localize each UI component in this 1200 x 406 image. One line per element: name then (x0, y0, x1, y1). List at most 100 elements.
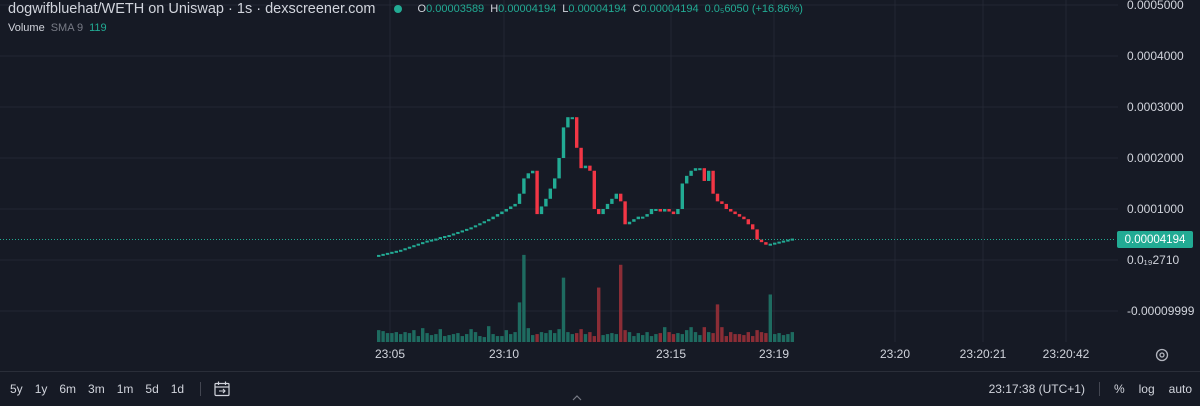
candle (605, 203, 610, 209)
volume-bar (671, 334, 676, 342)
range-6m-button[interactable]: 6m (59, 382, 77, 396)
volume-bar (777, 333, 781, 342)
volume-bar (416, 336, 420, 342)
candle (491, 216, 495, 220)
candle (636, 216, 640, 220)
candle (733, 211, 737, 215)
volume-bar (399, 334, 403, 342)
settings-gear-icon[interactable] (1154, 347, 1170, 363)
candle (544, 198, 548, 207)
volume-bar (605, 334, 610, 342)
volume-bar (790, 332, 794, 342)
volume-bar (460, 336, 464, 342)
y-tick-label: 0.0₁₉2710 (1127, 253, 1180, 267)
candle (746, 219, 750, 225)
open-key: O (417, 3, 427, 15)
candle (513, 203, 517, 207)
volume-bar (570, 334, 574, 342)
volume-bar (394, 332, 398, 342)
candle (473, 225, 478, 228)
candle (509, 206, 513, 209)
volume-bar (579, 329, 583, 342)
volume-bar (663, 327, 667, 342)
volume-bar (720, 327, 724, 342)
change-value: 0.0₅6050 (+16.86%) (704, 3, 803, 15)
candle (407, 246, 412, 249)
volume-bar (487, 326, 491, 342)
close-key: C (632, 3, 641, 15)
volume-bar (469, 329, 473, 342)
volume-bar (403, 332, 407, 342)
range-1y-button[interactable]: 1y (34, 382, 48, 396)
volume-bar (429, 335, 434, 342)
chevron-up-icon[interactable] (572, 394, 582, 402)
ohlc-values: O 0.00003589 H 0.00004194 L 0.00004194 C 0.0… (418, 3, 803, 15)
volume-bar (627, 332, 632, 342)
close-value: 0.00004194 (640, 3, 699, 15)
volume-sma-label: SMA 9 (50, 22, 84, 34)
volume-bar (707, 332, 711, 342)
candle (663, 209, 667, 212)
x-axis: 23:05 23:10 23:15 23:19 23:20 23:20:21 23:20:4… (375, 347, 1090, 361)
candle (742, 216, 746, 220)
chart-title: dogwifbluehat/WETH on Uniswap · 1s · dex… (8, 1, 376, 17)
range-buttons: 5y 1y 6m 3m 1m 5d 1d (4, 382, 190, 396)
candle (579, 147, 583, 169)
candle (632, 219, 636, 222)
volume-bar (443, 336, 447, 342)
volume-bar (412, 330, 416, 342)
percent-toggle[interactable]: % (1113, 382, 1125, 396)
range-5y-button[interactable]: 5y (10, 382, 23, 396)
volume-bar (535, 334, 539, 342)
volume-bar (478, 336, 482, 342)
x-tick-label: 23:20:42 (1043, 347, 1090, 361)
calendar-icon[interactable] (213, 380, 231, 398)
candle (649, 209, 654, 215)
volume-bars (377, 254, 794, 342)
range-5d-button[interactable]: 5d (145, 382, 159, 396)
volume-bar (517, 302, 522, 342)
range-1m-button[interactable]: 1m (116, 382, 134, 396)
candle (627, 221, 632, 225)
range-3m-button[interactable]: 3m (88, 382, 105, 396)
candle (421, 242, 425, 245)
volume-bar (447, 335, 451, 342)
volume-bar (610, 333, 614, 342)
log-toggle[interactable]: log (1138, 382, 1155, 396)
candle (781, 240, 786, 243)
candle (693, 168, 698, 171)
candle (680, 183, 684, 209)
volume-bar (724, 336, 728, 342)
volume-bar (619, 264, 623, 342)
candle (495, 214, 500, 217)
clock-readout[interactable]: 23:17:38 (UTC+1) (988, 382, 1085, 396)
range-1d-button[interactable]: 1d (170, 382, 185, 396)
chart-legend: dogwifbluehat/WETH on Uniswap · 1s · dex… (8, 0, 803, 18)
candle (416, 243, 420, 246)
candle (539, 206, 544, 215)
volume-bar (636, 333, 640, 342)
toolbar-divider (200, 382, 202, 396)
volume-bar (465, 334, 469, 342)
volume-bar (434, 334, 438, 342)
volume-bar (390, 333, 394, 342)
volume-bar (641, 335, 645, 342)
candles (377, 117, 794, 257)
auto-toggle[interactable]: auto (1168, 382, 1192, 396)
volume-bar (526, 328, 530, 342)
volume-bar (667, 332, 671, 342)
y-tick-label: 0.0004000 (1127, 49, 1184, 63)
volume-bar (689, 327, 693, 342)
volume-bar (786, 334, 790, 342)
y-axis: 0.0005000 0.0004000 0.0003000 0.0002000 0.00… (1127, 0, 1195, 318)
candle (702, 168, 706, 181)
candle (561, 127, 566, 158)
candle (531, 170, 535, 174)
candle (526, 173, 530, 179)
volume-bar (759, 332, 764, 342)
volume-bar (601, 335, 605, 342)
candle (623, 201, 627, 225)
volume-bar (614, 334, 618, 342)
high-key: H (490, 3, 499, 15)
